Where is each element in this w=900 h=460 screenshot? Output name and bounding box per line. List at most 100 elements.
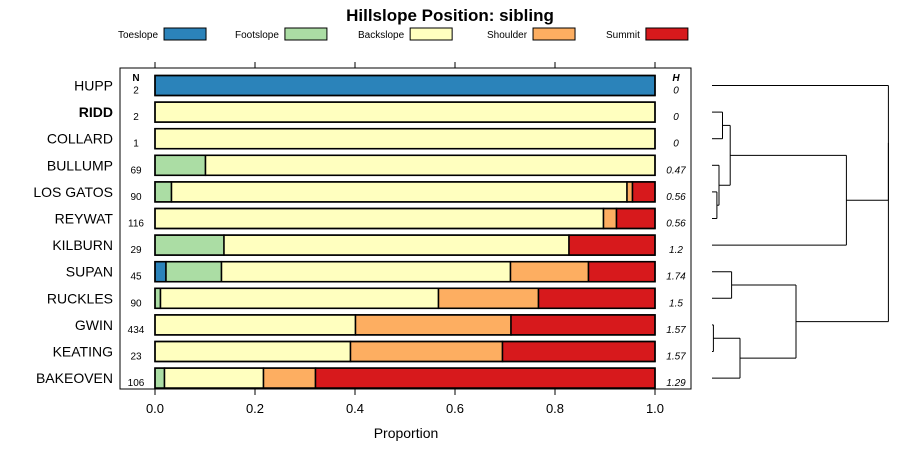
h-label-ruckles: 1.5 — [669, 298, 683, 309]
legend-swatch-shoulder — [532, 27, 576, 41]
bar-los-gatos-footslope — [154, 181, 173, 203]
bar-gwin-backslope — [154, 314, 357, 336]
x-tick-label: 0.8 — [546, 401, 564, 416]
n-label-kilburn: 29 — [130, 245, 142, 256]
h-label-supan: 1.74 — [666, 272, 686, 283]
legend-label-summit: Summit — [606, 30, 640, 41]
category-label-bullump: BULLUMP — [47, 157, 113, 173]
bar-los-gatos-summit — [631, 181, 656, 203]
x-tick-label: 0.0 — [146, 401, 164, 416]
bar-outline-ruckles — [154, 287, 656, 310]
category-label-ridd: RIDD — [79, 104, 113, 120]
h-labels: 0 0 0 0.47 0.56 0.56 1.2 1.74 1.5 1.57 1.57 1.29 — [666, 86, 686, 390]
bar-supan-toeslope — [154, 260, 167, 283]
bar-outline-ridd — [154, 101, 656, 123]
n-label-los-gatos: 90 — [130, 192, 142, 203]
bar-bullump-backslope — [204, 154, 656, 177]
bar-gwin-summit — [510, 314, 656, 336]
category-label-supan: SUPAN — [66, 264, 113, 280]
x-tick-label: 0.6 — [446, 401, 464, 416]
n-label-bullump: 69 — [130, 165, 142, 176]
n-label-gwin: 434 — [128, 325, 145, 336]
bar-outline-keating — [154, 340, 656, 363]
h-label-reywat: 0.56 — [666, 219, 686, 230]
n-label-hupp: 2 — [133, 86, 139, 97]
bar-outline-reywat — [154, 207, 656, 230]
bar-reywat-backslope — [154, 207, 605, 230]
bar-outline-collard — [154, 127, 656, 150]
n-labels: 2 2 1 69 90 116 29 45 90 434 23 106 — [128, 86, 145, 390]
legend: Toeslope Footslope Backslope Shoulder Summit — [118, 27, 689, 41]
h-label-los-gatos: 0.56 — [666, 192, 686, 203]
bar-ruckles-footslope — [154, 287, 162, 310]
n-label-supan: 45 — [130, 272, 142, 283]
bars — [154, 74, 656, 389]
bar-supan-footslope — [165, 260, 223, 283]
bar-reywat-summit — [615, 207, 656, 230]
bar-ruckles-backslope — [159, 287, 440, 310]
dendrogram — [712, 85, 889, 379]
n-label-keating: 23 — [130, 352, 142, 363]
legend-label-toeslope: Toeslope — [118, 30, 158, 41]
bar-ruckles-shoulder — [437, 287, 540, 310]
category-label-reywat: REYWAT — [55, 211, 114, 227]
bar-outline-bullump — [154, 154, 656, 177]
category-label-keating: KEATING — [53, 344, 113, 360]
bar-kilburn-summit — [568, 234, 656, 256]
x-axis: 0.0 0.2 0.4 0.6 0.8 1.0 — [146, 62, 664, 416]
category-label-kilburn: KILBURN — [52, 237, 113, 253]
plot-panel — [119, 67, 692, 390]
bar-kilburn-footslope — [154, 234, 225, 256]
category-label-ruckles: RUCKLES — [47, 290, 113, 306]
h-label-collard: 0 — [673, 139, 679, 150]
x-tick-label: 0.2 — [246, 401, 264, 416]
category-label-collard: COLLARD — [47, 131, 113, 147]
category-label-bakeoven: BAKEOVEN — [36, 370, 113, 386]
n-label-reywat: 116 — [128, 219, 144, 230]
bar-outline-kilburn — [154, 234, 656, 256]
legend-swatch-backslope — [409, 27, 453, 41]
n-column-header: N — [132, 73, 139, 84]
bar-keating-shoulder — [349, 340, 504, 363]
bar-ridd-backslope — [154, 101, 656, 123]
bar-reywat-shoulder — [602, 207, 618, 230]
h-label-bakeoven: 1.29 — [666, 378, 686, 389]
n-label-collard: 1 — [133, 139, 139, 150]
bar-bakeoven-footslope — [154, 367, 166, 389]
bar-outline-supan — [154, 260, 656, 283]
legend-label-backslope: Backslope — [358, 30, 405, 41]
bar-bakeoven-summit — [314, 367, 656, 389]
h-label-kilburn: 1.2 — [669, 245, 683, 256]
n-label-bakeoven: 106 — [128, 378, 145, 389]
bar-los-gatos-shoulder — [626, 181, 634, 203]
legend-swatch-summit — [645, 27, 689, 41]
category-labels: HUPP RIDD COLLARD BULLUMP LOS GATOS REYWAT KIL… — [33, 78, 113, 387]
h-label-gwin: 1.57 — [666, 325, 686, 336]
legend-label-footslope: Footslope — [235, 30, 279, 41]
bar-bullump-footslope — [154, 154, 207, 177]
h-label-hupp: 0 — [673, 86, 679, 97]
bar-keating-backslope — [154, 340, 352, 363]
category-label-hupp: HUPP — [74, 78, 113, 94]
x-tick-label: 1.0 — [646, 401, 664, 416]
n-label-ridd: 2 — [133, 112, 139, 123]
bar-gwin-shoulder — [354, 314, 512, 336]
bar-los-gatos-backslope — [170, 181, 628, 203]
bar-outline-hupp — [154, 74, 656, 97]
h-column-header: H — [672, 73, 680, 84]
chart-title: Hillslope Position: sibling — [346, 6, 554, 25]
h-label-ridd: 0 — [673, 112, 679, 123]
bar-kilburn-backslope — [223, 234, 570, 256]
bar-outline-los-gatos — [154, 181, 656, 203]
x-tick-label: 0.4 — [346, 401, 364, 416]
legend-label-shoulder: Shoulder — [487, 30, 528, 41]
x-axis-title: Proportion — [374, 425, 439, 441]
category-label-los-gatos: LOS GATOS — [33, 184, 113, 200]
bar-outline-gwin — [154, 314, 656, 336]
bar-collard-backslope — [154, 127, 656, 150]
bar-ruckles-summit — [537, 287, 656, 310]
legend-swatch-footslope — [284, 27, 328, 41]
bar-bakeoven-shoulder — [262, 367, 317, 389]
bar-supan-shoulder — [509, 260, 590, 283]
